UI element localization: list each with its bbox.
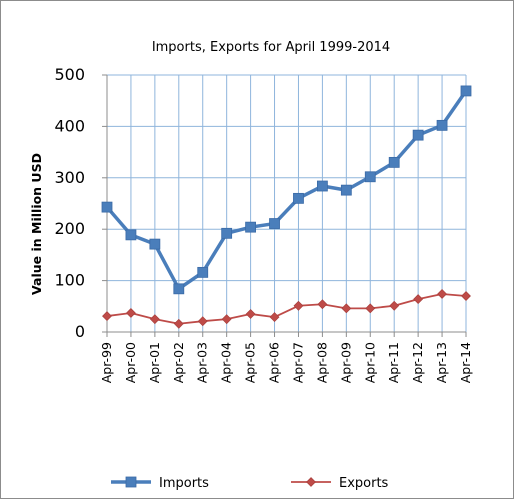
y-tick-label: 400 — [54, 116, 85, 135]
y-tick-label: 0 — [75, 322, 85, 341]
legend-label: Imports — [159, 476, 209, 491]
exports-point — [413, 294, 424, 305]
exports-point — [293, 300, 304, 311]
legend: Imports Exports — [111, 476, 389, 491]
exports-point — [365, 303, 376, 314]
imports-point — [173, 283, 185, 295]
grid — [107, 74, 467, 332]
x-tick-label: Apr-08 — [314, 342, 329, 383]
exports-point — [197, 316, 208, 327]
exports-point — [126, 308, 136, 318]
imports-point — [436, 119, 448, 131]
exports-line — [106, 293, 467, 325]
x-tick-label: Apr-13 — [434, 342, 449, 383]
imports-line — [105, 89, 468, 291]
imports-point — [125, 229, 137, 241]
y-tick-label: 100 — [54, 271, 85, 290]
exports-point — [461, 291, 471, 301]
x-tick-label: Apr-03 — [195, 342, 210, 383]
imports-point — [460, 85, 472, 97]
x-tick-label: Apr-09 — [338, 342, 353, 383]
imports-point — [364, 171, 376, 183]
imports-point — [316, 180, 328, 192]
y-axis-label: Value in Million USD — [29, 153, 44, 295]
x-tick-label: Apr-12 — [410, 342, 425, 383]
x-tick-label: Apr-07 — [290, 342, 305, 383]
imports-point — [412, 129, 424, 141]
x-tick-label: Apr-01 — [147, 342, 162, 383]
series-imports — [101, 85, 472, 295]
chart-title: Imports, Exports for April 1999-2014 — [152, 40, 390, 55]
imports-point — [340, 184, 352, 196]
exports-point — [341, 303, 352, 314]
y-ticks: 0 100 200 300 400 500 — [54, 65, 85, 341]
x-ticks: Apr-99 Apr-00 Apr-01 Apr-02 Apr-03 Apr-04 Apr-… — [99, 342, 473, 383]
imports-point — [293, 192, 304, 204]
exports-point — [245, 309, 256, 319]
imports-point — [197, 266, 209, 278]
y-tick-label: 500 — [54, 65, 85, 84]
y-tick-label: 300 — [54, 168, 85, 187]
series-layer — [101, 85, 472, 329]
exports-point — [437, 289, 447, 299]
legend-item-exports: Exports — [291, 476, 389, 491]
imports-point — [269, 218, 280, 229]
x-tick-label: Apr-02 — [171, 342, 186, 383]
legend-label: Exports — [339, 476, 389, 491]
exports-point — [173, 318, 184, 329]
series-exports — [102, 289, 471, 329]
x-tick-label: Apr-11 — [386, 342, 401, 383]
exports-point — [317, 299, 328, 310]
x-tick-label: Apr-10 — [362, 342, 377, 383]
x-tick-label: Apr-14 — [458, 342, 473, 383]
legend-item-imports: Imports — [111, 476, 209, 491]
exports-point — [389, 300, 400, 311]
exports-point — [221, 314, 232, 325]
exports-point — [269, 312, 280, 323]
x-tick-label: Apr-99 — [99, 342, 114, 383]
y-tick-label: 200 — [54, 219, 85, 238]
imports-point — [245, 221, 257, 233]
x-tick-label: Apr-06 — [267, 342, 282, 383]
legend-swatch-marker — [306, 477, 316, 487]
x-tick-label: Apr-05 — [243, 342, 258, 383]
exports-point — [149, 314, 160, 325]
axes — [102, 74, 467, 337]
imports-point — [388, 156, 400, 168]
x-tick-label: Apr-00 — [123, 342, 138, 383]
imports-point — [149, 238, 161, 250]
x-tick-label: Apr-04 — [219, 342, 234, 383]
legend-swatch-marker — [125, 476, 137, 488]
imports-point — [221, 227, 233, 239]
imports-point — [101, 201, 113, 213]
exports-point — [102, 311, 112, 321]
